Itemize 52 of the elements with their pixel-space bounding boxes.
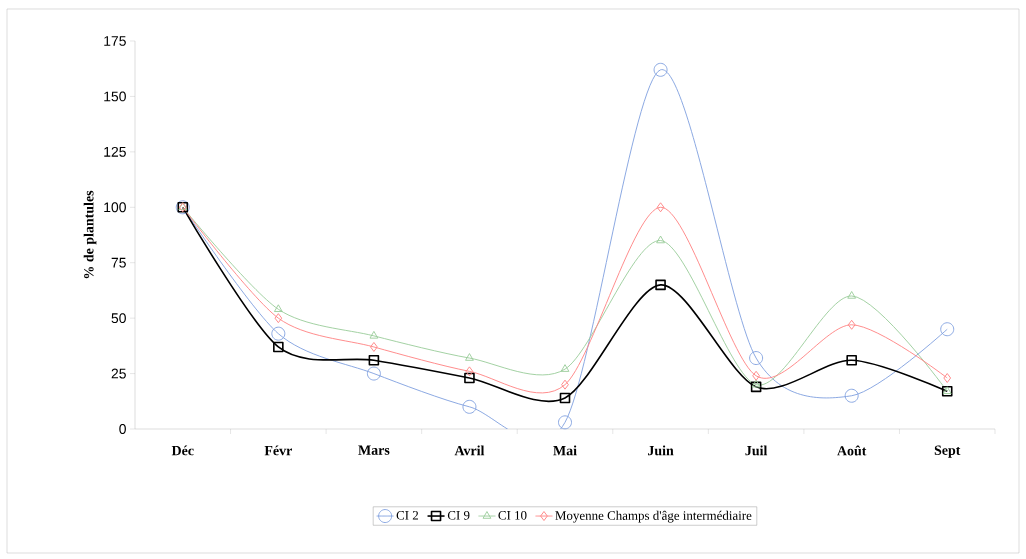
point (274, 313, 283, 324)
x-tick-label: Déc (171, 445, 194, 456)
point (273, 341, 284, 353)
legend-label: CI 10 (498, 510, 527, 520)
x-tick-label: Juin (648, 445, 674, 456)
x-tick-label: Févr (264, 445, 292, 456)
point (560, 364, 570, 372)
point (943, 373, 952, 383)
point (559, 392, 571, 404)
legend-label: CI 2 (396, 511, 419, 520)
point (940, 322, 955, 337)
point (749, 351, 764, 365)
point (656, 202, 665, 213)
point (366, 366, 381, 381)
point (464, 372, 475, 384)
point (465, 366, 474, 377)
point (369, 330, 379, 339)
point (750, 381, 762, 393)
point (462, 399, 477, 414)
point (655, 279, 666, 291)
point (558, 415, 572, 430)
point (844, 388, 859, 403)
point (751, 379, 761, 388)
point (465, 353, 474, 361)
y-tick-label: 50 (111, 313, 126, 324)
y-tick-label: 175 (104, 36, 126, 46)
x-tick-label: Mai (553, 445, 577, 456)
point (656, 235, 665, 244)
legend-label: CI 9 (447, 511, 470, 520)
point (273, 304, 283, 312)
x-tick-label: Mars (358, 445, 390, 455)
point (846, 354, 857, 366)
point (653, 62, 668, 77)
legend-label: Moyenne Champs d'âge intermédiaire (555, 510, 752, 523)
point (370, 342, 378, 352)
point (847, 291, 857, 299)
x-tick-label: Avril (454, 445, 485, 456)
y-tick-label: 0 (119, 424, 126, 434)
point (847, 319, 856, 330)
point (368, 354, 380, 366)
point (271, 326, 286, 341)
point (752, 370, 760, 381)
y-tick-label: 125 (104, 146, 126, 157)
y-tick-label: 100 (104, 202, 126, 213)
point (561, 379, 569, 390)
x-tick-label: Sept (934, 445, 961, 458)
x-tick-label: Août (837, 445, 867, 456)
y-tick-label: 75 (111, 257, 126, 268)
y-tick-label: 25 (111, 368, 126, 379)
y-axis-title: % de plantules (83, 190, 97, 279)
y-tick-label: 150 (104, 91, 126, 102)
x-tick-label: Juil (745, 445, 768, 456)
